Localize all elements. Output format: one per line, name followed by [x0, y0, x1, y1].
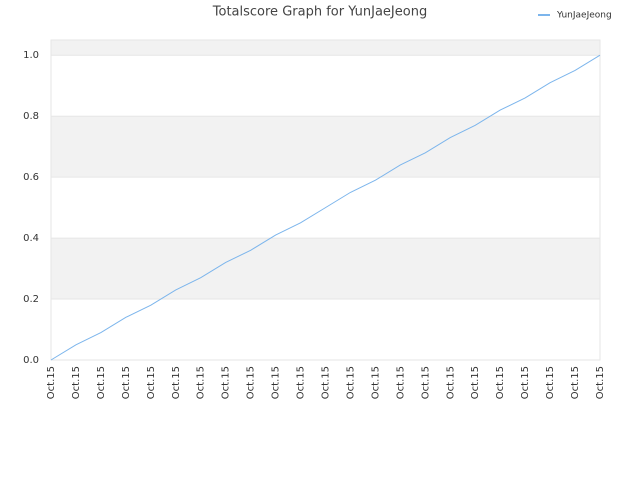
plot-band — [51, 55, 600, 117]
x-tick-label: Oct.15 — [545, 366, 556, 399]
y-tick-label: 0.0 — [23, 355, 39, 366]
x-tick-label: Oct.15 — [296, 366, 307, 399]
x-tick-label: Oct.15 — [46, 366, 57, 399]
y-tick-label: 0.4 — [23, 233, 39, 244]
plot-band — [51, 238, 600, 300]
chart-title: Totalscore Graph for YunJaeJeong — [212, 5, 427, 20]
x-tick-label: Oct.15 — [271, 366, 282, 399]
y-tick-label: 0.2 — [23, 294, 39, 305]
y-tick-label: 0.6 — [23, 172, 39, 183]
x-tick-label: Oct.15 — [395, 366, 406, 399]
x-tick-label: Oct.15 — [146, 366, 157, 399]
x-tick-label: Oct.15 — [520, 366, 531, 399]
x-tick-label: Oct.15 — [470, 366, 481, 399]
x-tick-label: Oct.15 — [595, 366, 606, 399]
legend-label: YunJaeJeong — [556, 11, 612, 21]
x-tick-label: Oct.15 — [71, 366, 82, 399]
plot-band — [51, 116, 600, 178]
y-tick-label: 0.8 — [23, 111, 39, 122]
line-series — [50, 54, 601, 361]
x-tick-label: Oct.15 — [321, 366, 332, 399]
plot-band — [51, 40, 600, 56]
x-tick-label: Oct.15 — [420, 366, 431, 399]
y-tick-label: 1.0 — [23, 50, 39, 61]
x-tick-label: Oct.15 — [121, 366, 132, 399]
x-tick-label: Oct.15 — [246, 366, 257, 399]
x-tick-label: Oct.15 — [196, 366, 207, 399]
plot-band — [51, 299, 600, 360]
x-tick-label: Oct.15 — [96, 366, 107, 399]
x-tick-label: Oct.15 — [171, 366, 182, 399]
x-tick-label: Oct.15 — [370, 366, 381, 399]
x-tick-label: Oct.15 — [570, 366, 581, 399]
x-tick-label: Oct.15 — [345, 366, 356, 399]
x-tick-label: Oct.15 — [221, 366, 232, 399]
x-tick-label: Oct.15 — [495, 366, 506, 399]
x-tick-label: Oct.15 — [445, 366, 456, 399]
